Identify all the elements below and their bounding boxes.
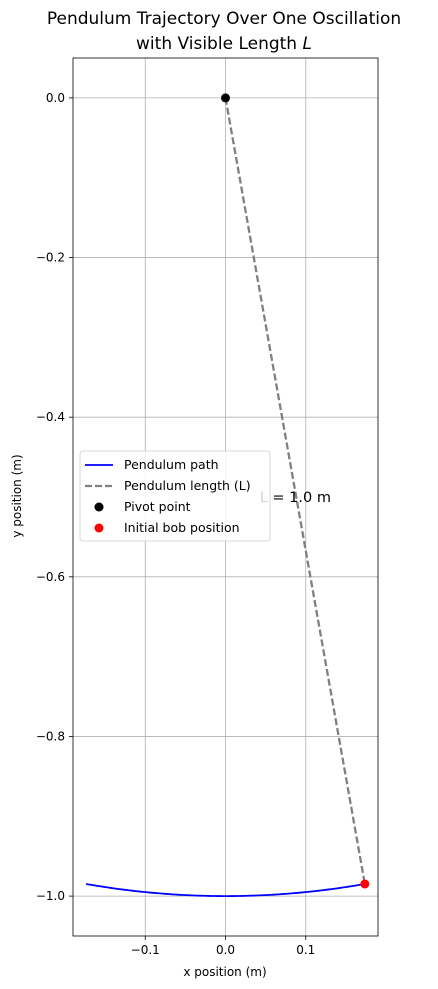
chart-title-line1: Pendulum Trajectory Over One Oscillation <box>47 9 401 29</box>
x-axis-label: x position (m) <box>183 965 266 979</box>
x-tick-label: −0.1 <box>131 943 160 957</box>
y-tick-label: −0.4 <box>36 410 65 424</box>
chart-title-symbol: L <box>302 34 311 54</box>
y-tick-label: −1.0 <box>36 889 65 903</box>
legend-swatch-pivot <box>95 503 104 512</box>
chart-title-line2: with Visible Length L <box>136 34 312 54</box>
y-tick-label: −0.8 <box>36 729 65 743</box>
y-tick-label: −0.6 <box>36 570 65 584</box>
y-tick-label: 0.0 <box>46 91 65 105</box>
pivot-point-marker <box>221 93 230 102</box>
chart-title-prefix: with Visible Length <box>136 34 302 54</box>
y-tick-label: −0.2 <box>36 251 65 265</box>
legend-item-pivot-point: Pivot point <box>124 499 191 514</box>
x-tick-label: 0.1 <box>296 943 315 957</box>
legend: Pendulum path Pendulum length (L) Pivot po… <box>80 451 270 541</box>
legend-item-pendulum-length: Pendulum length (L) <box>124 478 251 493</box>
initial-bob-marker <box>360 879 369 888</box>
x-tick-label: 0.0 <box>216 943 235 957</box>
legend-swatch-bob <box>95 524 104 533</box>
y-axis-label: y position (m) <box>10 454 24 537</box>
legend-item-pendulum-path: Pendulum path <box>124 457 219 472</box>
legend-item-initial-bob: Initial bob position <box>124 520 240 535</box>
